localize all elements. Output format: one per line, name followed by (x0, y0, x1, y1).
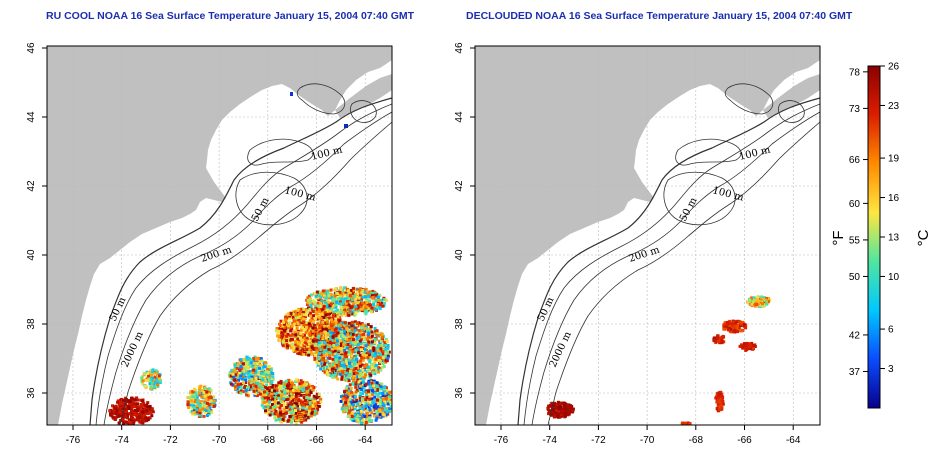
colorbar-fahrenheit-tick: 73 (849, 104, 861, 115)
lat-tick-label: 36 (26, 387, 37, 399)
colorbar: 26 23 19 16 13 10 6 3 78 73 66 60 55 50 42 37 °F °C (830, 62, 932, 409)
lon-tick-label: -70 (212, 435, 227, 446)
right-grid (475, 46, 820, 425)
colorbar-fahrenheit-unit: °F (830, 230, 847, 245)
lon-tick-label: -66 (309, 435, 324, 446)
lon-tick-label: -72 (163, 435, 178, 446)
lon-tick-label: -72 (591, 435, 606, 446)
lon-tick-label: -68 (261, 435, 276, 446)
lon-tick-label: -64 (358, 435, 373, 446)
lon-tick-label: -70 (640, 435, 655, 446)
right-axis-ticks: -76 -74 -72 -70 -68 -66 -64 36 38 40 42 44 46 (454, 42, 801, 446)
colorbar-celsius-tick: 26 (888, 62, 900, 73)
colorbar-fahrenheit-tick: 66 (849, 155, 861, 166)
right-bathymetry-contours (517, 83, 820, 425)
colorbar-celsius-tick: 10 (888, 272, 900, 283)
lat-tick-label: 38 (26, 318, 37, 330)
lat-tick-label: 38 (454, 318, 465, 330)
lat-tick-label: 42 (26, 180, 37, 192)
colorbar-celsius-tick: 3 (888, 364, 894, 375)
colorbar-celsius-tick: 6 (888, 325, 894, 336)
colorbar-celsius-unit: °C (915, 229, 932, 246)
colorbar-fahrenheit-tick: 37 (849, 367, 861, 378)
lon-tick-label: -76 (494, 435, 509, 446)
left-panel-title: RU COOL NOAA 16 Sea Surface Temperature … (46, 10, 415, 22)
lat-tick-label: 46 (26, 42, 37, 54)
left-grid (47, 46, 392, 425)
lat-tick-label: 46 (454, 42, 465, 54)
lon-tick-label: -74 (114, 435, 129, 446)
lat-tick-label: 40 (454, 249, 465, 261)
lon-tick-label: -74 (542, 435, 557, 446)
lon-tick-label: -76 (66, 435, 81, 446)
colorbar-ticks: 26 23 19 16 13 10 6 3 78 73 66 60 55 50 42 37 (849, 62, 900, 378)
left-nova-scotia (335, 74, 392, 118)
colorbar-fahrenheit-tick: 78 (849, 67, 861, 78)
lon-tick-label: -64 (786, 435, 801, 446)
left-sst-pixels (108, 92, 392, 425)
lat-tick-label: 42 (454, 180, 465, 192)
left-bathymetry-contours (89, 83, 392, 425)
colorbar-celsius-tick: 16 (888, 193, 900, 204)
colorbar-celsius-tick: 13 (888, 233, 900, 244)
right-panel-title: DECLOUDED NOAA 16 Sea Surface Temperatur… (466, 10, 853, 22)
left-axis-ticks: -76 -74 -72 -70 -68 -66 -64 36 38 40 42 44 46 (26, 42, 373, 446)
lon-tick-label: -66 (737, 435, 752, 446)
right-nova-scotia (763, 74, 820, 118)
colorbar-fahrenheit-tick: 60 (849, 199, 861, 210)
colorbar-celsius-tick: 23 (888, 101, 900, 112)
lat-tick-label: 44 (26, 111, 37, 123)
lat-tick-label: 36 (454, 387, 465, 399)
colorbar-gradient (867, 65, 881, 409)
colorbar-fahrenheit-tick: 42 (849, 330, 861, 341)
colorbar-fahrenheit-tick: 55 (849, 235, 861, 246)
colorbar-fahrenheit-tick: 50 (849, 272, 861, 283)
right-sst-pixels (546, 295, 772, 425)
lon-tick-label: -68 (689, 435, 704, 446)
lat-tick-label: 44 (454, 111, 465, 123)
colorbar-celsius-tick: 19 (888, 154, 900, 165)
lat-tick-label: 40 (26, 249, 37, 261)
